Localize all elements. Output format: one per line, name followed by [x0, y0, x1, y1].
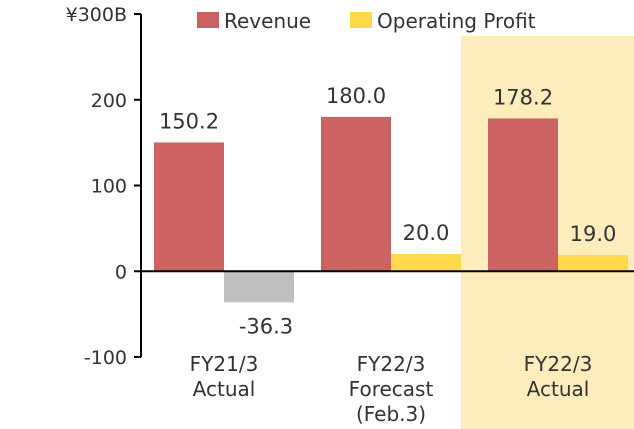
category-label-2: (Feb.3) [356, 402, 426, 426]
bar-operating-profit-1 [224, 271, 294, 303]
bar-revenue-3 [488, 118, 558, 272]
data-label-revenue-1: 150.2 [159, 109, 219, 133]
legend: Revenue Operating Profit [197, 9, 536, 33]
legend-swatch-revenue [197, 12, 219, 28]
legend-label-operating-profit: Operating Profit [377, 9, 536, 33]
data-label-operating-profit-2: 20.0 [403, 221, 450, 245]
data-label-revenue-2: 180.0 [326, 84, 386, 108]
bar-operating-profit-2 [391, 254, 461, 272]
category-label-1: Actual [193, 377, 256, 401]
y-tick-label: -100 [84, 347, 127, 369]
y-tick-label: 200 [91, 90, 127, 112]
y-tick-label: 0 [115, 261, 127, 283]
bar-revenue-1 [154, 142, 224, 272]
data-label-revenue-3: 178.2 [493, 85, 553, 109]
category-label-2: Forecast [349, 377, 434, 401]
legend-label-revenue: Revenue [224, 9, 311, 33]
category-label-1: FY21/3 [190, 352, 259, 376]
category-label-3: FY22/3 [524, 352, 593, 376]
y-tick-label: ¥300B [66, 4, 127, 26]
data-label-operating-profit-1: -36.3 [239, 314, 293, 338]
bar-revenue-2 [321, 116, 391, 272]
data-label-operating-profit-3: 19.0 [570, 222, 617, 246]
category-label-2: FY22/3 [357, 352, 426, 376]
category-label-3: Actual [527, 377, 590, 401]
y-tick-label: 100 [91, 176, 127, 198]
legend-swatch-operating-profit [350, 12, 372, 28]
bar-operating-profit-3 [558, 254, 628, 272]
